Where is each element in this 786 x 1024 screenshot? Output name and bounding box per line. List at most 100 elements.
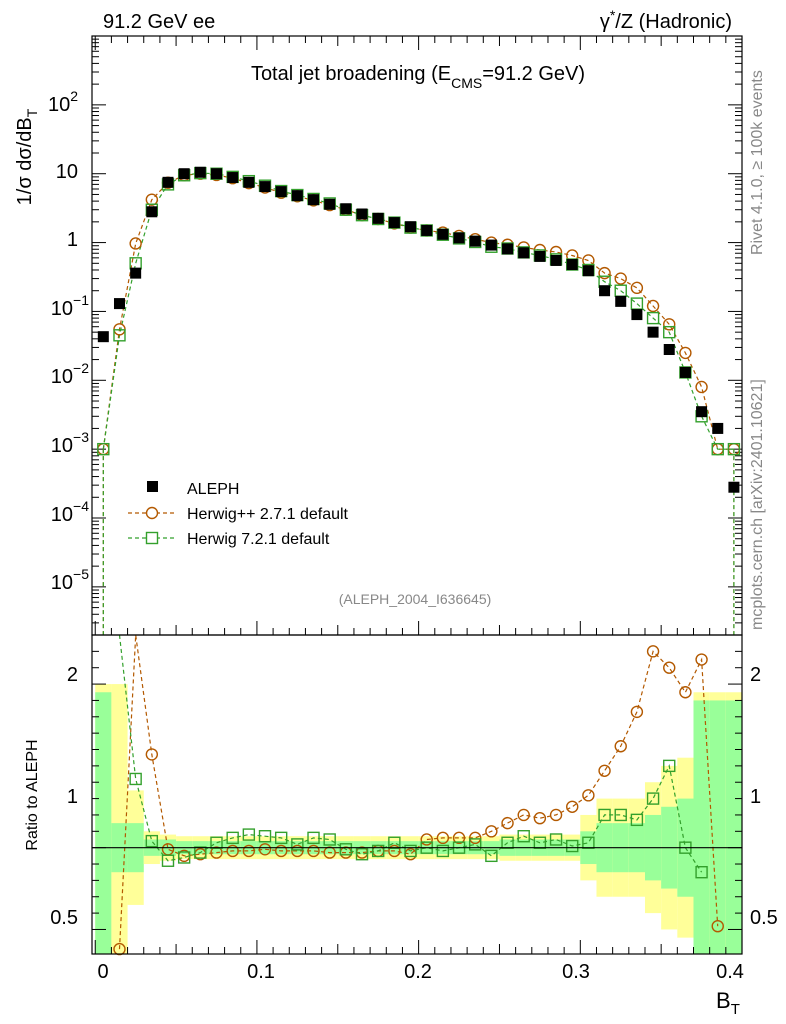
aleph-point bbox=[114, 298, 125, 309]
aleph-point bbox=[470, 236, 481, 247]
aleph-point bbox=[389, 217, 400, 228]
legend-marker-herwig7 bbox=[147, 533, 158, 544]
aleph-point bbox=[599, 285, 610, 296]
aleph-point bbox=[357, 209, 368, 220]
aleph-point bbox=[615, 296, 626, 307]
legend: ALEPH Herwig++ 2.7.1 default Herwig 7.2.… bbox=[128, 481, 349, 548]
aleph-point bbox=[130, 268, 141, 279]
x-tick-0.2: 0.2 bbox=[404, 961, 432, 983]
ratio-point-herwigpp bbox=[680, 687, 691, 698]
main-panel: 102 10 1 10−1 10−2 10−3 10−4 10−5 Total … bbox=[48, 36, 742, 635]
aleph-point bbox=[243, 177, 254, 188]
aleph-point bbox=[260, 181, 271, 192]
y-tick-1e2: 102 bbox=[48, 88, 78, 116]
syst-band-bin bbox=[111, 684, 127, 954]
aleph-point bbox=[292, 190, 303, 201]
y-axis-label: 1/σ dσ/dBT bbox=[14, 108, 40, 205]
y-tick-10: 10 bbox=[56, 161, 78, 183]
ratio-tick-05-right: 0.5 bbox=[750, 907, 778, 929]
main-y-tick-labels: 102 10 1 10−1 10−2 10−3 10−4 10−5 bbox=[48, 88, 89, 594]
herwigpp-point bbox=[696, 381, 707, 392]
herwigpp-point bbox=[615, 273, 626, 284]
aleph-point bbox=[680, 367, 691, 378]
legend-marker-aleph bbox=[147, 481, 158, 492]
stat-band-bin bbox=[726, 700, 742, 954]
main-series-layer bbox=[98, 167, 740, 635]
aleph-point bbox=[324, 199, 335, 210]
herwig7-point bbox=[631, 298, 642, 309]
stat-band-bin bbox=[693, 700, 709, 954]
aleph-point bbox=[227, 172, 238, 183]
ratio-point-herwigpp bbox=[583, 790, 594, 801]
rivet-version-label: Rivet 4.1.0, ≥ 100k events bbox=[749, 70, 766, 255]
aleph-point bbox=[502, 243, 513, 254]
aleph-point bbox=[195, 167, 206, 178]
x-tick-0.1: 0.1 bbox=[247, 961, 275, 983]
aleph-point bbox=[551, 255, 562, 266]
legend-label-aleph: ALEPH bbox=[187, 481, 239, 498]
aleph-point bbox=[308, 194, 319, 205]
stat-band-bin bbox=[95, 692, 111, 954]
ratio-point-herwigpp bbox=[518, 809, 529, 820]
ratio-series-layer bbox=[114, 635, 723, 955]
mcplots-label: mcplots.cern.ch [arXiv:2401.10621] bbox=[749, 379, 766, 630]
aleph-point bbox=[179, 168, 190, 179]
ratio-point-herwigpp bbox=[599, 765, 610, 776]
aleph-point bbox=[340, 203, 351, 214]
ratio-tick-1-right: 1 bbox=[750, 786, 761, 808]
y-tick-1e-3: 10−3 bbox=[51, 429, 89, 457]
chart-figure: 91.2 GeV ee γ*/Z (Hadronic) Rivet 4.1.0,… bbox=[0, 0, 786, 1024]
aleph-point bbox=[664, 344, 675, 355]
legend-label-herwig7: Herwig 7.2.1 default bbox=[187, 531, 330, 548]
aleph-point bbox=[146, 206, 157, 217]
x-tick-0.3: 0.3 bbox=[562, 961, 590, 983]
aleph-point bbox=[421, 225, 432, 236]
chart-title: Total jet broadening (ECMS=91.2 GeV) bbox=[251, 63, 585, 91]
ratio-point-herwigpp bbox=[502, 818, 513, 829]
y-tick-1e-5: 10−5 bbox=[51, 566, 89, 594]
x-tick-0.4: 0.4 bbox=[716, 961, 744, 983]
aleph-point bbox=[583, 265, 594, 276]
aleph-point bbox=[162, 177, 173, 188]
legend-label-herwigpp: Herwig++ 2.7.1 default bbox=[187, 506, 349, 523]
y-tick-1e-1: 10−1 bbox=[51, 292, 89, 320]
ratio-point-herwigpp bbox=[534, 813, 545, 824]
ratio-panel: 2 1 0.5 2 1 0.5 bbox=[50, 635, 778, 955]
aleph-point bbox=[437, 229, 448, 240]
aleph-point bbox=[454, 232, 465, 243]
x-tick-0: 0 bbox=[97, 961, 108, 983]
aleph-point bbox=[631, 309, 642, 320]
y-tick-1: 1 bbox=[67, 229, 78, 251]
aleph-point bbox=[405, 221, 416, 232]
analysis-id: (ALEPH_2004_I636645) bbox=[339, 591, 492, 607]
ratio-line-herwigpp bbox=[120, 635, 718, 949]
aleph-point bbox=[534, 251, 545, 262]
aleph-point bbox=[373, 213, 384, 224]
aleph-point bbox=[276, 186, 287, 197]
ratio-point-herwigpp bbox=[567, 801, 578, 812]
ratio-band-layer bbox=[95, 684, 742, 954]
aleph-point bbox=[728, 482, 739, 493]
aleph-point bbox=[211, 168, 222, 179]
aleph-point bbox=[567, 259, 578, 270]
ratio-tick-2-right: 2 bbox=[750, 664, 761, 686]
herwigpp-point bbox=[130, 238, 141, 249]
y-tick-1e-4: 10−4 bbox=[51, 498, 89, 526]
aleph-point bbox=[486, 240, 497, 251]
aleph-point bbox=[648, 327, 659, 338]
aleph-point bbox=[518, 247, 529, 258]
aleph-point bbox=[696, 406, 707, 417]
legend-marker-herwigpp bbox=[147, 508, 158, 519]
herwigpp-point bbox=[631, 282, 642, 293]
aleph-point bbox=[712, 423, 723, 434]
ratio-point-herwigpp bbox=[664, 662, 675, 673]
ratio-y-axis-label: Ratio to ALEPH bbox=[24, 739, 41, 850]
x-axis-label: BT bbox=[716, 988, 740, 1018]
ratio-frame bbox=[92, 635, 742, 954]
ratio-tick-05-left: 0.5 bbox=[50, 907, 78, 929]
header-left: 91.2 GeV ee bbox=[103, 11, 215, 33]
aleph-point bbox=[98, 331, 109, 342]
y-tick-1e-2: 10−2 bbox=[51, 360, 89, 388]
header-right: γ*/Z (Hadronic) bbox=[600, 7, 732, 33]
ratio-tick-2-left: 2 bbox=[67, 664, 78, 686]
